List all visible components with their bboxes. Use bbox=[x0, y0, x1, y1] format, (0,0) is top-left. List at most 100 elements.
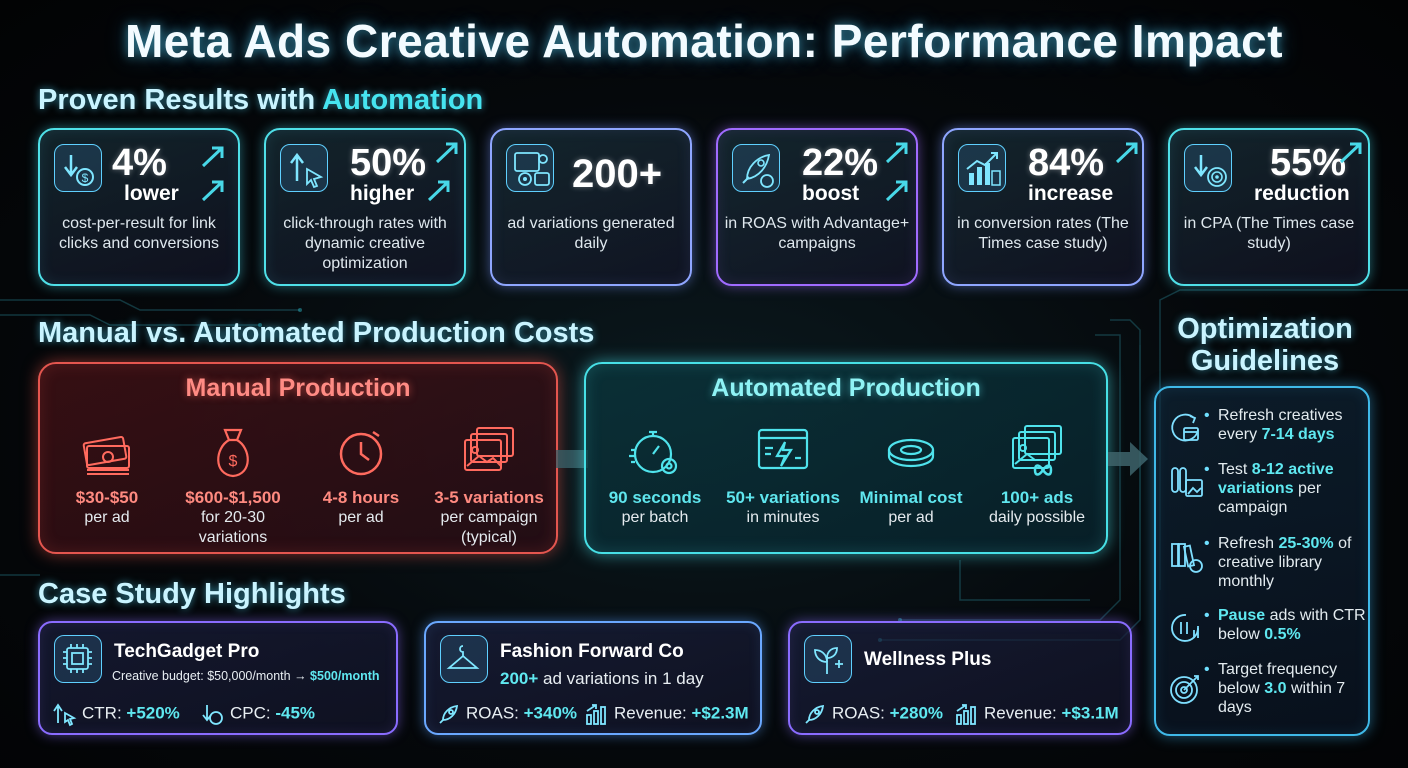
guidelines-title: Optimization Guidelines bbox=[1158, 313, 1372, 377]
guideline-highlight: 8-12 active variations bbox=[1218, 461, 1334, 497]
guideline-highlight: Pause bbox=[1218, 607, 1266, 624]
stat-value: 55% bbox=[1270, 142, 1347, 184]
manual-item-cost-per-ad: $30-$50 per ad bbox=[42, 420, 172, 528]
automated-item-daily: 100+ ads daily possible bbox=[972, 420, 1102, 528]
guideline-pre: Test bbox=[1218, 461, 1252, 478]
automated-item-variations: 50+ variations in minutes bbox=[718, 420, 848, 528]
case-section-title: Case Study Highlights bbox=[38, 578, 346, 610]
guideline-text: Pause ads with CTR below 0.5% bbox=[1204, 606, 1368, 644]
refresh-calendar-icon bbox=[1171, 413, 1199, 442]
down-arrow-coin-icon: $ bbox=[54, 144, 102, 192]
case-subtitle: Creative budget: $50,000/month → $500/mo… bbox=[112, 669, 380, 683]
case-subtitle: 200+ ad variations in 1 day bbox=[500, 669, 704, 689]
manual-strong: $600-$1,500 bbox=[185, 488, 281, 507]
case-card-wellness: Wellness Plus ROAS: +280% Revenue: +$3.1… bbox=[788, 621, 1132, 735]
stat-unit: higher bbox=[350, 182, 415, 205]
automated-production-panel: Automated Production 90 seconds per batc… bbox=[584, 362, 1108, 554]
stat-unit: increase bbox=[1028, 182, 1114, 205]
metric-label: CPC: bbox=[230, 703, 276, 723]
manual-item-hours: 4-8 hours per ad bbox=[296, 420, 426, 528]
trend-up-icon bbox=[885, 142, 908, 164]
cursor-up-icon bbox=[53, 703, 77, 727]
coin-down-icon bbox=[202, 705, 223, 725]
automation-gears-icon bbox=[506, 144, 554, 192]
automated-item-cost: Minimal cost per ad bbox=[846, 420, 976, 528]
trend-up-icon bbox=[435, 142, 458, 164]
cash-stack-icon bbox=[82, 436, 130, 475]
stat-value: 200+ bbox=[572, 152, 663, 196]
stat-description: click-through rates with dynamic creativ… bbox=[283, 215, 447, 272]
manual-desc: per ad bbox=[84, 509, 130, 526]
automated-strong: 50+ variations bbox=[726, 488, 840, 507]
svg-text:$: $ bbox=[229, 453, 238, 470]
case-metric: ROAS: +280% bbox=[802, 701, 943, 727]
stat-description: in CPA (The Times case study) bbox=[1183, 215, 1355, 252]
stat-card-cpa: 55% reduction in CPA (The Times case stu… bbox=[1168, 128, 1370, 286]
guideline-text: Refresh creatives every 7-14 days bbox=[1204, 406, 1368, 444]
automated-strong: 90 seconds bbox=[608, 488, 702, 507]
metric-value: +$2.3M bbox=[691, 703, 749, 723]
trend-up-icon bbox=[201, 146, 224, 168]
guideline-item: Target frequency below 3.0 within 7 days bbox=[1166, 660, 1366, 724]
guideline-post: per campaign bbox=[1218, 480, 1322, 516]
costs-section-title: Manual vs. Automated Production Costs bbox=[38, 317, 595, 349]
infinity-images-icon bbox=[1012, 425, 1062, 476]
guideline-post: within 7 days bbox=[1218, 680, 1346, 716]
guideline-text: Test 8-12 active variations per campaign bbox=[1204, 460, 1368, 517]
rocket-icon bbox=[439, 704, 459, 724]
stat-card-ctr: 50% higher click-through rates with dyna… bbox=[264, 128, 466, 286]
automated-desc: per batch bbox=[621, 509, 689, 526]
pause-chart-icon bbox=[1171, 614, 1199, 642]
manual-strong: $30-$50 bbox=[75, 488, 139, 507]
page-title: Meta Ads Creative Automation: Performanc… bbox=[124, 15, 1284, 67]
image-stack-icon bbox=[464, 427, 514, 471]
manual-production-panel: Manual Production $30-$50 per ad $ $600-… bbox=[38, 362, 558, 554]
guideline-item: Refresh 25-30% of creative library month… bbox=[1166, 534, 1366, 594]
flow-arrow-icon bbox=[1108, 442, 1148, 476]
stat-unit: boost bbox=[802, 182, 860, 205]
automated-desc: in minutes bbox=[746, 509, 820, 526]
test-tubes-icon bbox=[1171, 467, 1203, 497]
guideline-pre: Refresh creatives every bbox=[1218, 407, 1343, 443]
guidelines-panel: Refresh creatives every 7-14 days Test 8… bbox=[1154, 386, 1370, 736]
case-metric: Revenue: +$2.3M bbox=[584, 701, 749, 727]
stat-card-roas: 22% boost in ROAS with Advantage+ campai… bbox=[716, 128, 918, 286]
case-metric: ROAS: +340% bbox=[436, 701, 577, 727]
svg-text:$: $ bbox=[82, 171, 89, 185]
bar-chart-icon bbox=[586, 704, 606, 725]
trend-up-icon bbox=[1115, 142, 1138, 164]
metric-value: +$3.1M bbox=[1061, 703, 1119, 723]
metric-label: Revenue: bbox=[614, 703, 692, 723]
coin-icon bbox=[887, 438, 935, 468]
stopwatch-gear-icon bbox=[629, 430, 678, 475]
trend-up-icon bbox=[201, 180, 224, 202]
money-bag-icon: $ bbox=[217, 428, 249, 478]
guideline-highlight: 7-14 days bbox=[1261, 426, 1335, 443]
trend-up-icon bbox=[885, 180, 908, 202]
results-title-accent: Automation bbox=[322, 84, 484, 116]
case-sub-post: ad variations in 1 day bbox=[538, 669, 704, 688]
case-name: Fashion Forward Co bbox=[500, 641, 684, 662]
case-metric: Revenue: +$3.1M bbox=[954, 701, 1119, 727]
metric-value: +520% bbox=[126, 703, 180, 723]
stat-card-conversion: 84% increase in conversion rates (The Ti… bbox=[942, 128, 1144, 286]
manual-desc: per campaign (typical) bbox=[440, 509, 538, 546]
stat-value: 4% bbox=[112, 142, 167, 184]
stat-description: cost-per-result for link clicks and conv… bbox=[58, 215, 220, 252]
stat-card-cost: $ 4% lower cost-per-result for link clic… bbox=[38, 128, 240, 286]
case-card-techgadget: TechGadget Pro Creative budget: $50,000/… bbox=[38, 621, 398, 735]
manual-strong: 4-8 hours bbox=[322, 488, 400, 507]
guideline-item: Pause ads with CTR below 0.5% bbox=[1166, 606, 1366, 654]
manual-item-variations: 3-5 variations per campaign (typical) bbox=[424, 420, 554, 548]
stat-value: 50% bbox=[350, 142, 427, 184]
stat-unit: lower bbox=[124, 182, 179, 205]
guideline-pre: Refresh bbox=[1218, 535, 1279, 552]
target-icon bbox=[1170, 675, 1199, 704]
automated-desc: per ad bbox=[888, 509, 934, 526]
target-down-arrow-icon bbox=[1184, 144, 1232, 192]
chip-icon bbox=[54, 635, 102, 683]
results-section-title: Proven Results with Automation bbox=[38, 84, 483, 117]
case-card-fashion: Fashion Forward Co 200+ ad variations in… bbox=[424, 621, 762, 735]
metric-value: -45% bbox=[275, 703, 316, 723]
metric-label: ROAS: bbox=[832, 703, 890, 723]
